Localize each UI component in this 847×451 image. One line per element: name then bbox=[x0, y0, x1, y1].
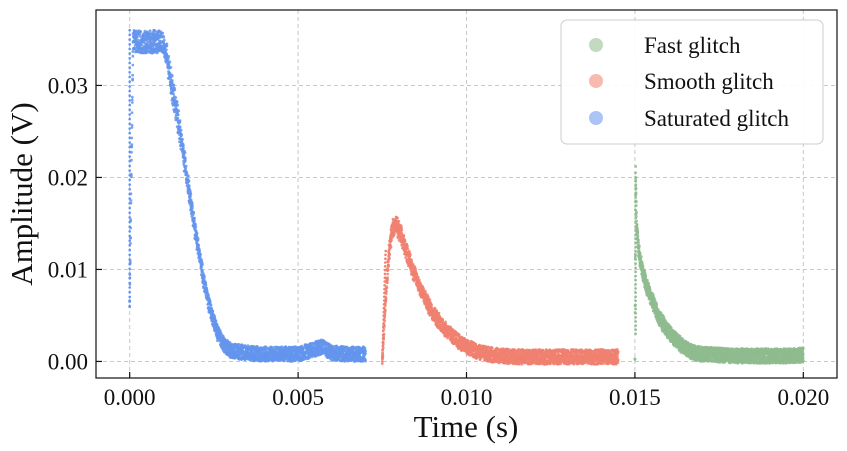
scatter-point bbox=[410, 260, 414, 264]
scatter-point bbox=[634, 183, 637, 187]
scatter-point bbox=[678, 334, 682, 338]
scatter-point bbox=[634, 204, 637, 208]
scatter-point bbox=[647, 281, 650, 285]
scatter-point bbox=[634, 299, 637, 303]
scatter-point bbox=[634, 262, 637, 266]
scatter-point bbox=[390, 238, 393, 242]
scatter-point bbox=[634, 291, 637, 294]
scatter-point bbox=[634, 324, 637, 327]
scatter-point bbox=[669, 326, 673, 330]
scatter-point bbox=[640, 261, 644, 264]
scatter-point bbox=[651, 293, 655, 297]
scatter-point bbox=[633, 357, 637, 361]
scatter-point bbox=[416, 275, 420, 279]
scatter-point bbox=[634, 208, 637, 212]
scatter-point bbox=[655, 303, 658, 307]
scatter-point bbox=[406, 244, 409, 248]
scatter-point bbox=[634, 225, 637, 228]
scatter-point bbox=[634, 196, 637, 199]
scatter-point bbox=[634, 245, 637, 249]
scatter-point bbox=[634, 188, 637, 191]
scatter-point bbox=[490, 346, 494, 350]
scatter-point bbox=[385, 281, 389, 285]
scatter-point bbox=[437, 311, 441, 315]
scatter-point bbox=[634, 258, 637, 261]
scatter-point bbox=[646, 279, 649, 282]
series-fast-glitch bbox=[633, 165, 805, 365]
scatter-point bbox=[428, 298, 432, 302]
scatter-point bbox=[430, 303, 433, 307]
scatter-point bbox=[636, 234, 640, 238]
scatter-point bbox=[634, 320, 637, 323]
scatter-point bbox=[634, 274, 637, 278]
scatter-point bbox=[634, 200, 637, 203]
scatter-point bbox=[397, 219, 401, 223]
scatter-point bbox=[634, 250, 637, 253]
scatter-point bbox=[637, 248, 641, 252]
scatter-point bbox=[388, 257, 391, 260]
scatter-point bbox=[423, 289, 427, 293]
scatter-point bbox=[386, 268, 390, 272]
scatter-point bbox=[643, 271, 647, 275]
scatter-point bbox=[638, 244, 641, 248]
scatter-point bbox=[634, 212, 637, 216]
scatter-point bbox=[634, 175, 637, 179]
scatter-point bbox=[639, 255, 643, 259]
scatter-point bbox=[385, 286, 389, 290]
scatter-point bbox=[637, 238, 640, 242]
scatter-point bbox=[403, 239, 407, 243]
scatter-point bbox=[387, 264, 390, 267]
scatter-point bbox=[634, 179, 637, 183]
scatter-point bbox=[644, 275, 647, 278]
scatter-point bbox=[634, 303, 637, 307]
scatter-point bbox=[634, 233, 637, 237]
scatter-point bbox=[634, 287, 637, 290]
scatter-point bbox=[634, 171, 637, 175]
scatter-point bbox=[386, 260, 390, 264]
scatter-points bbox=[128, 28, 805, 366]
scatter-point bbox=[634, 217, 637, 220]
scatter-point bbox=[634, 332, 637, 336]
scatter-point bbox=[634, 270, 637, 274]
scatter-point bbox=[655, 305, 658, 309]
scatter-point bbox=[634, 229, 637, 232]
scatter-point bbox=[634, 307, 637, 311]
scatter-point bbox=[406, 247, 410, 251]
scatter-point bbox=[634, 165, 638, 168]
scatter-point bbox=[634, 283, 637, 286]
scatter-point bbox=[386, 276, 389, 280]
scatter-point bbox=[634, 221, 637, 224]
scatter-point bbox=[634, 192, 637, 195]
scatter-point bbox=[634, 237, 637, 241]
scatter-point bbox=[801, 352, 805, 356]
scatter-point bbox=[634, 316, 637, 319]
scatter-point bbox=[634, 278, 637, 282]
scatter-point bbox=[638, 252, 642, 256]
scatter-point bbox=[636, 230, 640, 234]
scatter-point bbox=[396, 216, 399, 220]
scatter-point bbox=[409, 253, 412, 256]
scatter-point bbox=[634, 266, 637, 270]
scatter-point bbox=[801, 347, 805, 350]
scatter-point bbox=[400, 228, 404, 232]
scatter-point bbox=[417, 278, 421, 282]
scatter-point bbox=[641, 264, 645, 268]
scatter-point bbox=[386, 272, 390, 276]
scatter-point bbox=[388, 252, 391, 256]
scatter-point bbox=[444, 322, 448, 326]
scatter-point bbox=[634, 295, 637, 299]
scatter-point bbox=[648, 288, 652, 292]
scatter-point bbox=[634, 311, 637, 315]
scatter-point bbox=[801, 356, 805, 360]
scatter-point bbox=[402, 234, 406, 238]
scatter-point bbox=[634, 328, 637, 332]
scatter-point bbox=[389, 245, 393, 249]
scatter-point bbox=[801, 360, 805, 363]
scatter-point bbox=[634, 254, 637, 257]
scatter-point bbox=[637, 241, 640, 244]
scatter-point bbox=[634, 241, 637, 245]
scatter-point bbox=[681, 337, 684, 341]
